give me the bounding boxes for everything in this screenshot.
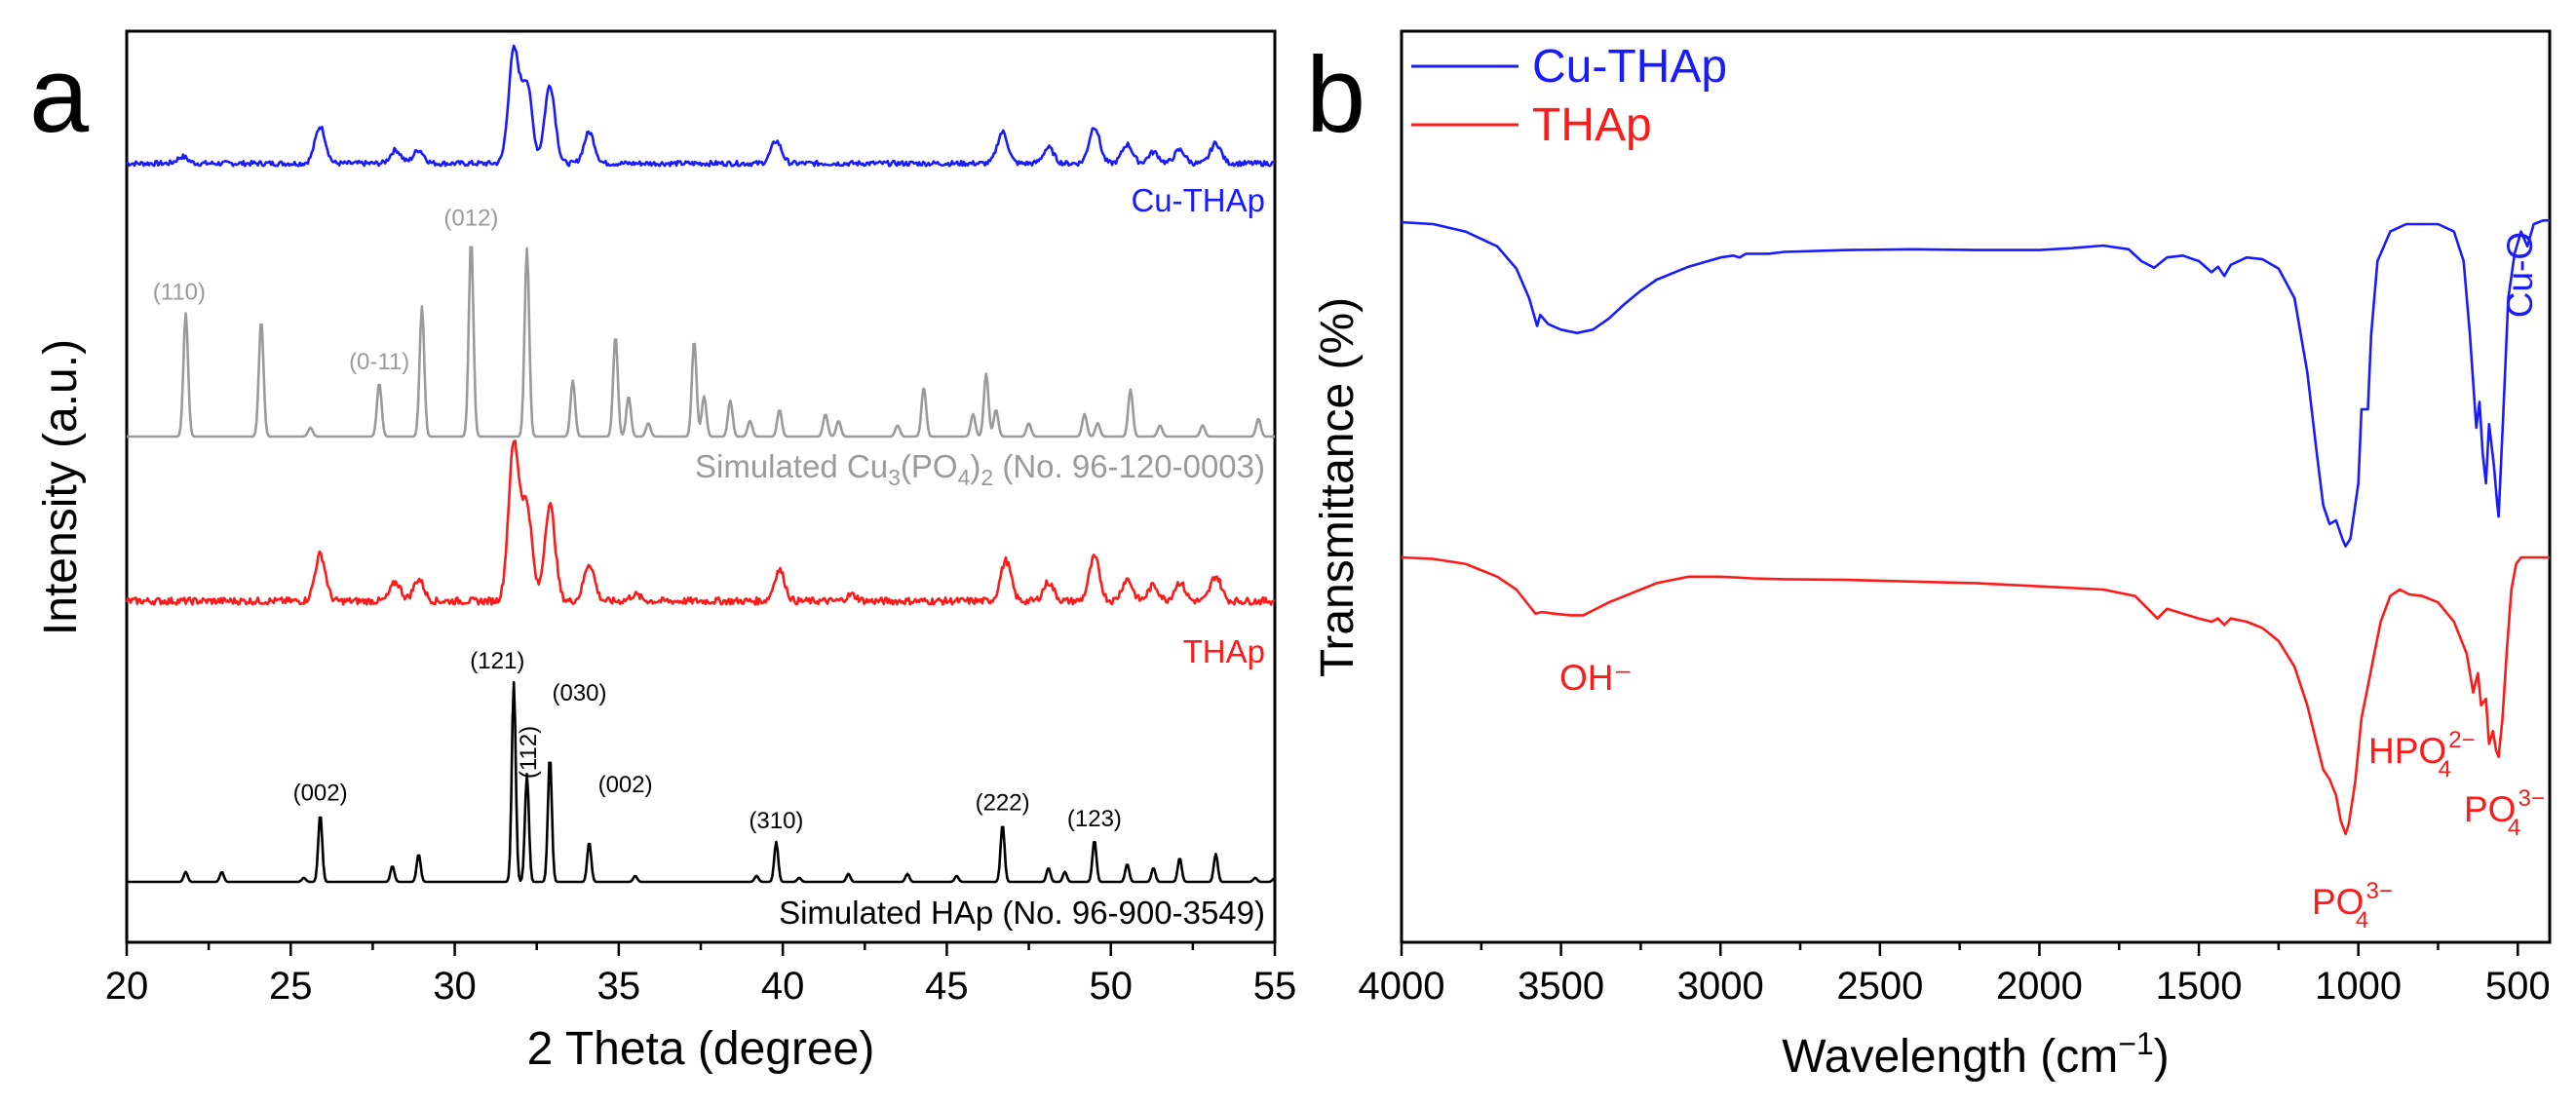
x-tick-label: 3000 [1677,965,1764,1008]
legend-label-thap: THAp [1532,99,1652,151]
panel-a-x-axis-label: 2 Theta (degree) [527,1023,875,1075]
x-tick-label: 35 [597,965,641,1008]
panel-a-x-ticks: 20 25 30 35 40 45 50 55 [105,942,1297,1008]
x-tick-label: 40 [761,965,805,1008]
panel-a-curves [125,44,1276,884]
panel-a-y-axis-label: Intensity (a.u.) [35,339,87,635]
peak-label: (121) [470,648,524,674]
ftir-curve-thap [1401,555,2550,836]
x-tick-label: 1000 [2315,965,2402,1008]
trace-label-simulated-hap: Simulated HAp (No. 96-900-3549) [779,895,1265,931]
trace-label-subscript: 2 [980,465,993,490]
peak-label: (310) [749,808,803,834]
x-tick-label: 500 [2485,965,2551,1008]
panel-b-curves [1401,218,2550,836]
x-tick-label: 25 [269,965,313,1008]
panel-a: a (110) (0-11) (012) (002) (121) (112) (030) (0… [29,29,1297,1075]
annotation-subscript: 4 [2356,907,2368,934]
trace-label-subscript: 3 [888,465,901,490]
x-tick-label: 3500 [1518,965,1604,1008]
panel-b-x-ticks: 4000 3500 3000 2500 2000 1500 1000 500 [1359,942,2551,1008]
panel-b-plot-frame [1400,29,2552,944]
annotation-base: PO [2312,882,2364,922]
peak-label: (112) [516,726,542,779]
panel-b-x-axis-label: Wavelength (cm−1) [1782,1026,2169,1083]
trace-label-part: ) [970,448,980,484]
trace-label-part: (PO [901,448,958,484]
annotation-oh: OH⁻ [1559,658,1633,698]
annotation-superscript: 3− [2365,878,2392,904]
peak-label: (030) [552,680,606,706]
xrd-curve-cu-thap [126,44,1276,168]
panel-a-peak-labels: (110) (0-11) (012) (002) (121) (112) (030) (002… [153,206,1122,834]
annotation-superscript: 3− [2518,785,2544,812]
annotation-po4-side: PO3− 4 [2464,785,2545,841]
peak-label: (0-11) [349,349,409,375]
trace-label-simulated-cu3po42: Simulated Cu3(PO4)2 (No. 96-120-0003) [695,448,1265,490]
peak-label: (123) [1067,806,1122,832]
axis-label-part: ) [2154,1031,2170,1083]
x-tick-label: 2000 [1996,965,2083,1008]
annotation-base: PO [2464,789,2516,829]
xrd-curve-thap [125,439,1276,606]
panel-b-annotations: OH⁻ PO3− 4 HPO2− 4 PO3− 4 Cu-O [1559,232,2545,934]
annotation-cu-o: Cu-O [2500,232,2540,318]
ftir-curve-cu-thap [1401,218,2550,548]
panel-a-trace-labels: Cu-THAp Simulated Cu3(PO4)2 (No. 96-120-… [695,182,1265,931]
x-tick-label: 55 [1253,965,1297,1008]
x-tick-label: 2500 [1836,965,1923,1008]
panel-b: b Cu-THAp THAp OH⁻ PO3− 4 HPO2− 4 PO3− 4 Cu… [1306,29,2552,1083]
panel-b-label: b [1306,35,1365,155]
annotation-po4-main: PO3− 4 [2312,878,2393,934]
x-tick-label: 20 [105,965,149,1008]
panel-a-label: a [29,35,90,155]
x-tick-label: 50 [1089,965,1133,1008]
panel-b-y-axis-label: Transmittance (%) [1312,297,1364,677]
peak-label: (222) [976,790,1030,817]
trace-label-part: Simulated Cu [695,448,888,484]
axis-label-part: Wavelength (cm [1782,1031,2118,1083]
annotation-superscript: 2− [2448,727,2475,753]
trace-label-part: (No. 96-120-0003) [993,448,1265,484]
x-tick-label: 4000 [1359,965,1445,1008]
trace-label-cu-thap: Cu-THAp [1131,182,1265,218]
xrd-curve-simulated-cu3po42 [127,246,1275,439]
axis-label-superscript: −1 [2118,1026,2153,1061]
annotation-subscript: 4 [2439,756,2451,782]
panel-b-legend: Cu-THAp THAp [1411,41,1727,151]
x-tick-label: 1500 [2156,965,2243,1008]
trace-label-subscript: 4 [958,465,971,490]
xrd-curve-simulated-hap-no-96-900-3549- [127,680,1276,884]
legend-label-cu-thap: Cu-THAp [1532,41,1727,93]
peak-label: (110) [153,280,206,306]
x-tick-label: 45 [925,965,969,1008]
annotation-hpo4: HPO2− 4 [2368,727,2476,782]
peak-label: (002) [598,772,653,798]
trace-label-thap: THAp [1183,633,1265,669]
annotation-base: HPO [2368,731,2446,771]
x-tick-label: 30 [433,965,477,1008]
peak-label: (012) [443,206,498,232]
peak-label: (002) [293,780,348,806]
annotation-subscript: 4 [2508,815,2520,841]
